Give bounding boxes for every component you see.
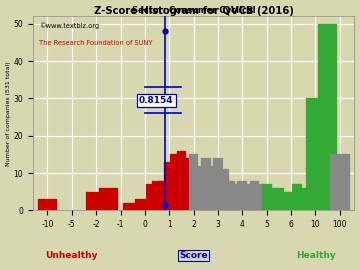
Bar	[306, 99, 325, 210]
Bar	[183, 158, 192, 210]
Bar	[238, 181, 247, 210]
Text: ©www.textbiz.org: ©www.textbiz.org	[39, 22, 99, 29]
Bar	[146, 184, 156, 210]
Bar	[225, 181, 235, 210]
Bar	[244, 184, 253, 210]
Bar	[318, 24, 337, 210]
Text: Sector: Consumer Cyclical: Sector: Consumer Cyclical	[132, 5, 256, 15]
Bar	[213, 158, 223, 210]
Bar	[152, 181, 162, 210]
Bar	[262, 184, 271, 210]
Bar	[280, 192, 290, 210]
Bar	[256, 184, 265, 210]
Bar	[274, 188, 284, 210]
Y-axis label: Number of companies (531 total): Number of companies (531 total)	[5, 61, 10, 166]
Bar	[298, 188, 308, 210]
Bar	[177, 151, 186, 210]
Bar	[86, 192, 106, 210]
Text: Unhealthy: Unhealthy	[45, 251, 98, 260]
Bar	[268, 188, 278, 210]
Bar	[219, 169, 229, 210]
Bar	[99, 188, 118, 210]
Bar	[195, 166, 204, 210]
Bar	[165, 162, 174, 210]
Bar	[330, 154, 350, 210]
Text: Score: Score	[179, 251, 208, 260]
Title: Z-Score Histogram for QVCB (2016): Z-Score Histogram for QVCB (2016)	[94, 6, 293, 16]
Bar	[305, 188, 314, 210]
Bar	[207, 166, 217, 210]
Bar	[189, 154, 198, 210]
Bar	[250, 181, 260, 210]
Bar	[231, 184, 241, 210]
Bar	[123, 203, 143, 210]
Bar	[201, 158, 211, 210]
Text: 0.8154: 0.8154	[139, 96, 174, 105]
Text: The Research Foundation of SUNY: The Research Foundation of SUNY	[39, 40, 153, 46]
Bar	[286, 192, 296, 210]
Text: Healthy: Healthy	[296, 251, 336, 260]
Bar	[171, 154, 180, 210]
Bar	[158, 181, 168, 210]
Bar	[292, 184, 302, 210]
Bar	[37, 199, 57, 210]
Bar	[135, 199, 155, 210]
